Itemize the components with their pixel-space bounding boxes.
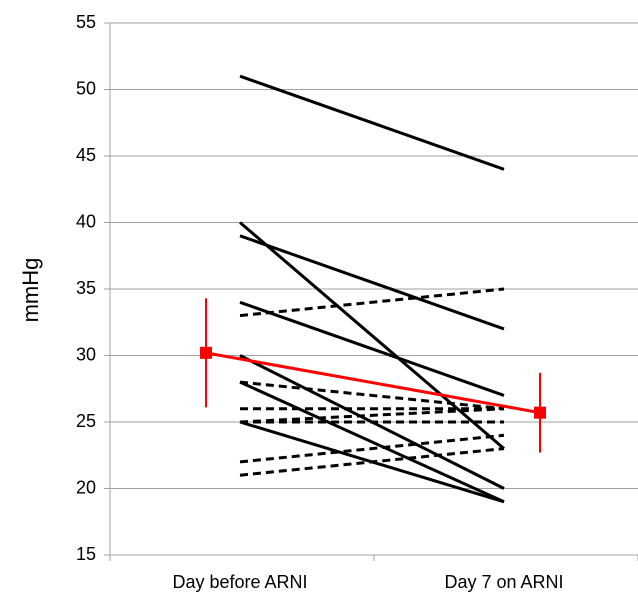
patient-line	[239, 300, 505, 397]
y-axis-label: mmHg	[18, 258, 43, 323]
y-tick-label: 25	[76, 411, 96, 431]
patient-line	[239, 234, 505, 331]
patient-line	[239, 74, 505, 171]
x-tick-label: Day 7 on ARNI	[444, 572, 563, 592]
y-tick-label: 20	[76, 477, 96, 497]
x-tick-label: Day before ARNI	[172, 572, 307, 592]
patient-line	[239, 287, 505, 318]
patient-line	[239, 380, 505, 411]
patient-line	[239, 447, 505, 477]
mean-line	[205, 351, 541, 415]
y-tick-label: 50	[76, 78, 96, 98]
patient-line	[239, 407, 505, 424]
y-tick-label: 30	[76, 344, 96, 364]
y-tick-label: 45	[76, 145, 96, 165]
y-tick-label: 35	[76, 278, 96, 298]
y-tick-label: 40	[76, 211, 96, 231]
y-tick-label: 55	[76, 12, 96, 32]
mean-marker	[200, 346, 212, 359]
mean-marker	[534, 406, 546, 419]
patient-line	[239, 433, 505, 464]
y-tick-label: 15	[76, 544, 96, 564]
patient-line	[239, 221, 505, 450]
patient-line	[239, 380, 505, 504]
